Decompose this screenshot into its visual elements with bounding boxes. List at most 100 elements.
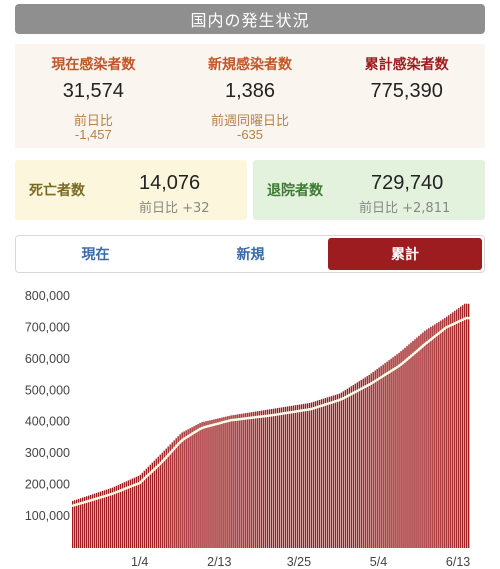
chart-bar [173, 440, 175, 548]
chart-bar [314, 401, 317, 548]
chart-bar [394, 355, 396, 548]
cumulative-cases-chart: 100,000 200,000 300,000 400,000 500,000 600,0… [25, 289, 470, 569]
chart-bar [161, 452, 163, 548]
chart-bar [107, 488, 110, 548]
new-cases-value: 1,386 [224, 80, 276, 102]
chart-bar [326, 397, 329, 548]
chart-bar [233, 414, 235, 548]
chart-bar [179, 434, 181, 548]
chart-bar [153, 460, 155, 548]
chart-bar [448, 315, 450, 548]
chart-bar [454, 310, 456, 548]
chart-bar [185, 430, 187, 548]
chart-bar [113, 486, 116, 548]
chart-bar [181, 432, 183, 548]
chart-bar [123, 482, 126, 548]
x-tick-label: 2/13 [207, 555, 231, 569]
chart-bar [187, 429, 189, 548]
y-tick-label: 800,000 [25, 289, 70, 303]
chart-bar [424, 330, 426, 548]
chart-bar [440, 320, 442, 548]
chart-bar [265, 409, 267, 548]
chart-bar [414, 339, 416, 548]
chart-bar [175, 438, 177, 548]
chart-bar [378, 367, 380, 548]
chart-bar [263, 410, 265, 548]
chart-bar [434, 324, 436, 548]
chart-bar [147, 466, 150, 548]
chart-bar [338, 393, 341, 548]
chart-bar [163, 450, 165, 548]
chart-bar [73, 500, 76, 548]
chart-bar [450, 313, 452, 548]
tab-cumulative[interactable]: 累計 [328, 238, 482, 270]
chart-bar [350, 386, 352, 548]
current-cases-change-value: -1,457 [74, 127, 112, 142]
chart-bar [464, 303, 466, 548]
chart-bar [271, 408, 273, 548]
new-cases-change-value: -635 [236, 127, 264, 142]
chart-bar [119, 484, 122, 548]
chart-bar [334, 394, 337, 548]
chart-bar [81, 497, 84, 548]
chart-bar [274, 408, 277, 548]
chart-bar [253, 411, 255, 548]
chart-bar [72, 500, 74, 548]
chart-bar [352, 384, 354, 548]
chart-bar [456, 309, 458, 548]
chart-bar [85, 496, 88, 548]
chart-bar [292, 405, 295, 548]
discharged-change: 前日比 +2,811 [359, 201, 451, 216]
chart-bar [364, 377, 366, 548]
chart-bar [89, 494, 92, 548]
tab-new[interactable]: 新規 [236, 247, 265, 263]
chart-bar [368, 374, 370, 548]
chart-bar [177, 436, 179, 548]
view-tabs: 現在 新規 累計 [15, 235, 485, 273]
chart-bar [452, 312, 454, 548]
chart-bar [304, 403, 307, 548]
chart-bar [131, 478, 134, 548]
chart-bar [197, 424, 199, 548]
chart-bar [183, 431, 185, 548]
chart-bar [237, 414, 239, 548]
chart-bar [99, 491, 102, 548]
chart-bar [83, 496, 86, 548]
chart-bar [133, 477, 136, 548]
chart-bar [231, 415, 233, 548]
chart-bar [207, 420, 209, 548]
chart-bar [117, 484, 120, 548]
chart-bar [420, 334, 422, 548]
chart-bar [322, 398, 325, 548]
bars-group [72, 303, 470, 548]
chart-bar [404, 347, 406, 548]
chart-bar [115, 485, 118, 548]
section-title: 国内の発生状況 [190, 11, 310, 30]
chart-bar [398, 352, 400, 548]
chart-bar [284, 406, 287, 548]
chart-bar [141, 472, 144, 548]
chart-bar [332, 395, 335, 548]
chart-bar [324, 398, 327, 548]
chart-bar [460, 306, 462, 548]
chart-bar [278, 407, 281, 548]
chart-bar [288, 406, 291, 548]
y-tick-label: 600,000 [25, 352, 70, 366]
chart-bar [330, 396, 333, 548]
chart-bar [203, 421, 205, 548]
chart-bar [276, 408, 279, 548]
chart-bar [201, 422, 203, 548]
chart-bar [468, 303, 470, 548]
chart-bar [418, 335, 420, 548]
chart-bar [406, 346, 408, 548]
chart-bar [458, 308, 460, 548]
tab-current[interactable]: 現在 [81, 247, 110, 263]
chart-bar [269, 409, 271, 548]
chart-bar [302, 403, 305, 548]
chart-bar [466, 303, 468, 548]
chart-bar [97, 492, 100, 548]
current-cases-change-label: 前日比 [73, 114, 113, 129]
new-cases-label: 新規感染者数 [208, 57, 292, 73]
chart-bar [93, 493, 96, 548]
chart-bar [95, 492, 98, 548]
